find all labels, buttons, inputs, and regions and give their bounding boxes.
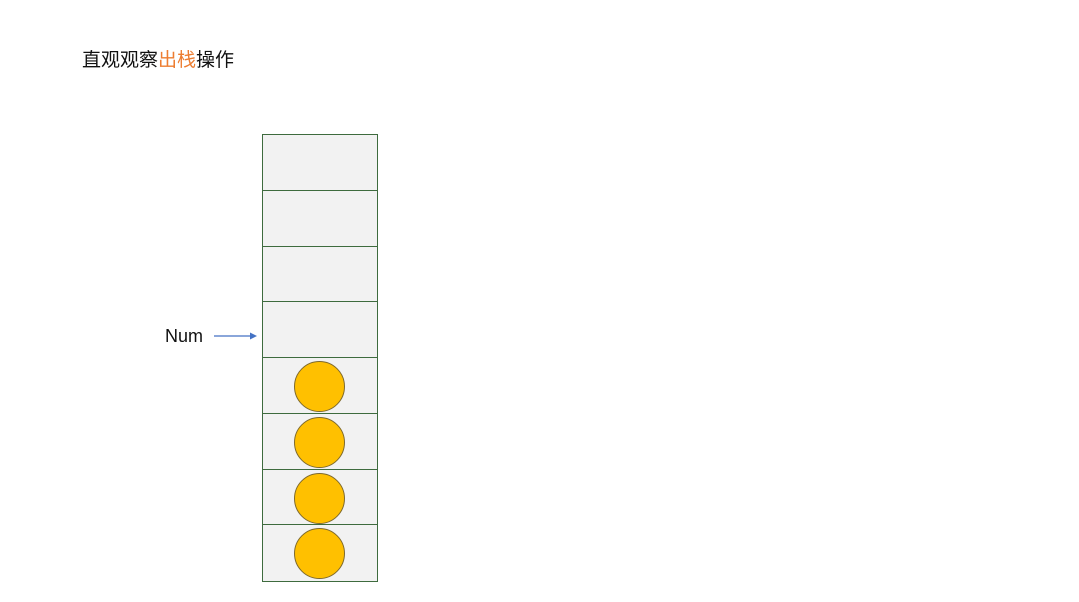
stack-slot	[262, 301, 378, 359]
stack-slot	[262, 468, 378, 526]
pointer-label: Num	[165, 326, 204, 346]
stack-slot	[262, 357, 378, 415]
stack-slot	[262, 245, 378, 303]
stack-slot	[262, 412, 378, 470]
stack-slot	[262, 524, 378, 582]
stack-element-ball	[294, 416, 345, 468]
stack-element-ball	[294, 528, 345, 580]
stack-container	[262, 134, 378, 582]
title-highlight: 出栈	[158, 49, 197, 71]
page-title: 直观观察出栈操作	[82, 48, 234, 72]
title-suffix: 操作	[196, 49, 235, 71]
stack-element-ball	[294, 361, 345, 412]
pointer-arrow-icon	[214, 332, 257, 340]
stack-element-ball	[294, 472, 345, 524]
stack-slot	[262, 189, 378, 247]
stack-slot	[262, 134, 378, 192]
title-prefix: 直观观察	[82, 49, 159, 71]
